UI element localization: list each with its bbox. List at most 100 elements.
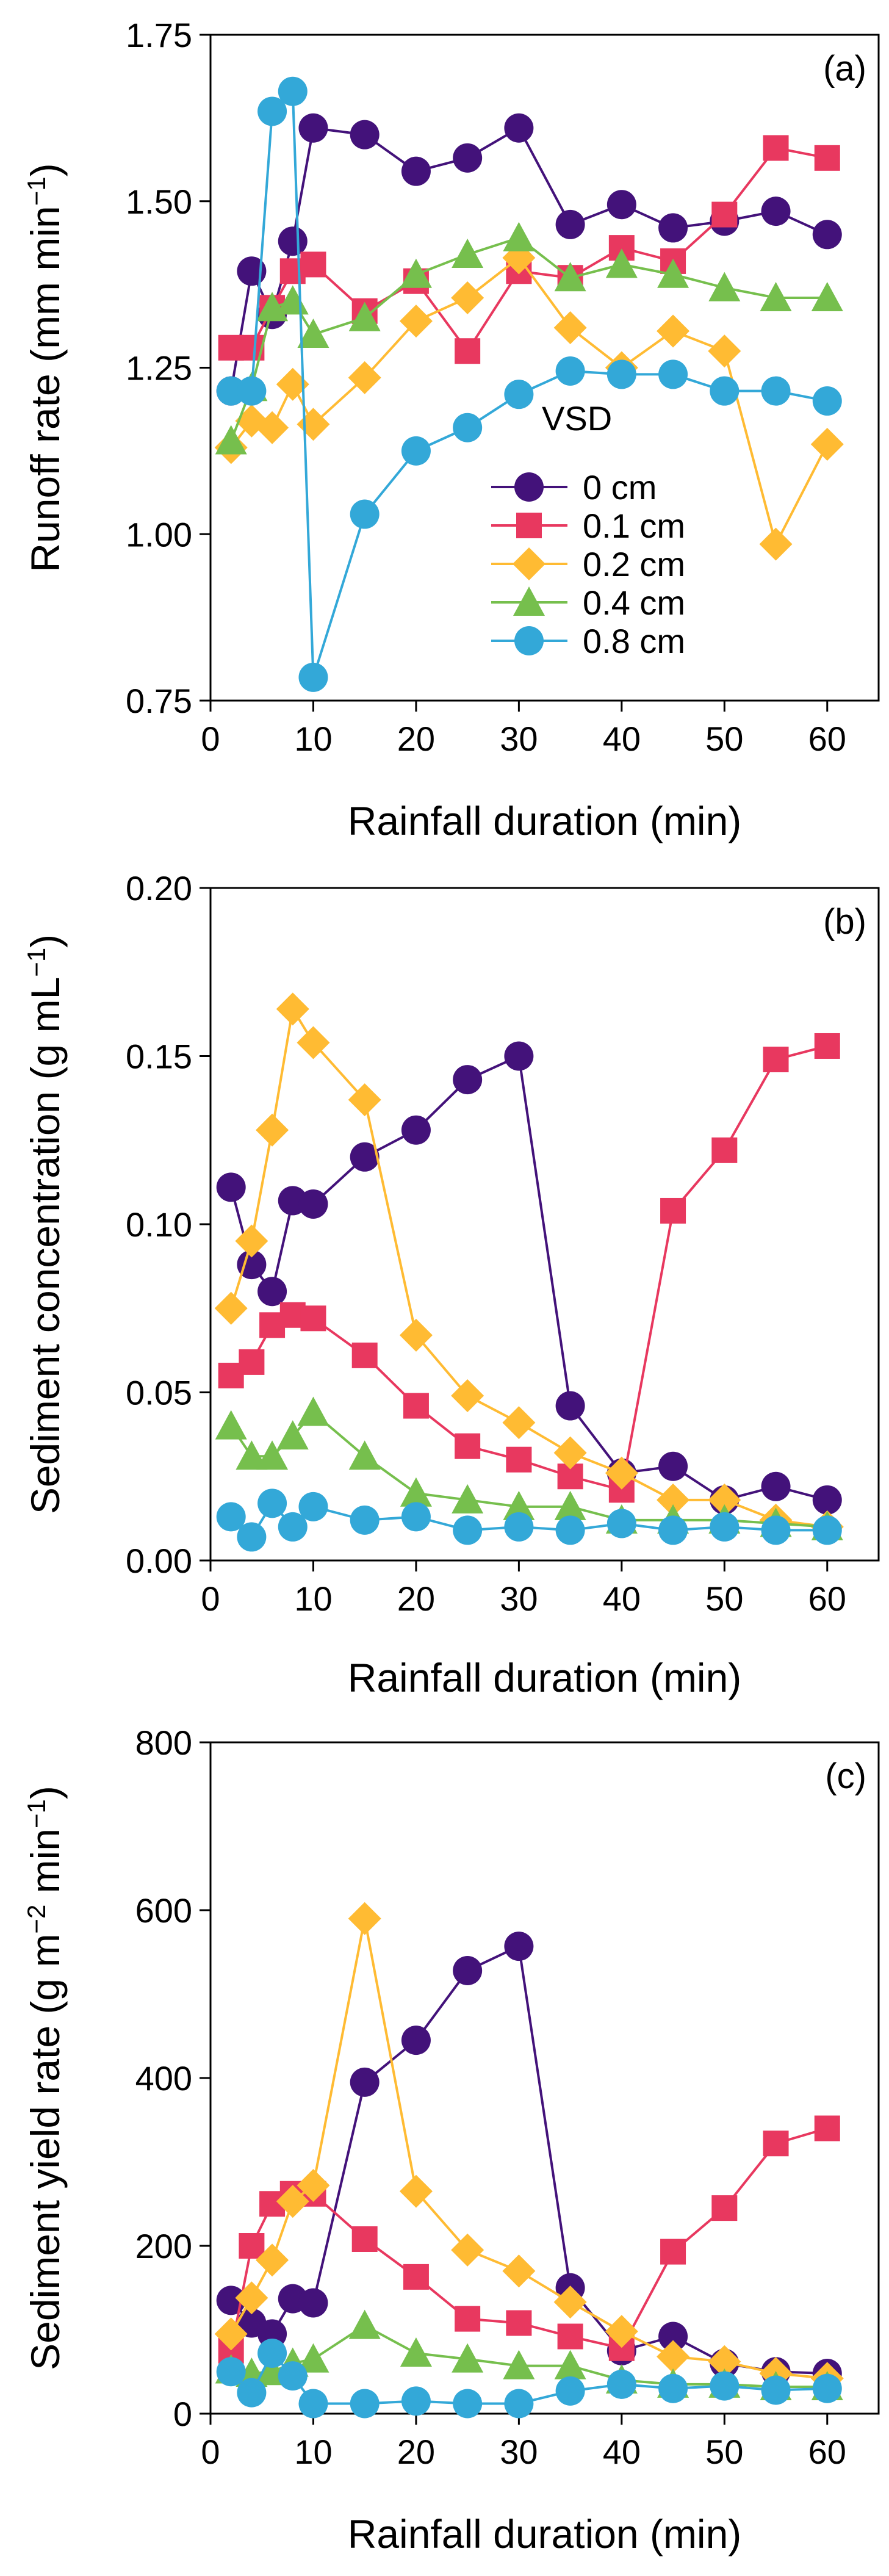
data-point: [401, 156, 431, 186]
y-tick-label: 0.75: [126, 682, 192, 720]
data-point: [453, 413, 483, 442]
data-point: [761, 197, 791, 226]
data-point: [278, 1512, 308, 1542]
data-point: [660, 2239, 686, 2265]
legend-marker: [514, 472, 544, 502]
data-point: [297, 2169, 330, 2202]
data-point: [298, 2389, 328, 2419]
data-point: [403, 1393, 429, 1419]
data-point: [351, 2226, 378, 2252]
data-point: [348, 301, 381, 331]
data-point: [216, 376, 246, 406]
data-point: [348, 2309, 381, 2339]
data-point: [256, 411, 289, 444]
data-point: [348, 361, 381, 394]
data-point: [452, 239, 484, 269]
data-point: [812, 1485, 842, 1515]
data-point: [711, 2195, 738, 2221]
legend-marker: [513, 586, 545, 616]
chart-panel-a: 0 10 20 30 40 50 60 0.75 1.00 1.25 1.50 1.75 (a) Rain…: [22, 16, 880, 843]
legend-marker: [513, 547, 545, 580]
data-point: [400, 2337, 432, 2367]
x-axis-title: Rainfall duration (min): [348, 2511, 742, 2556]
data-point: [451, 281, 484, 314]
y-axis-title: Sediment yield rate (g m−2 min−1): [22, 1786, 68, 2370]
data-point: [814, 2115, 840, 2141]
data-point: [451, 2233, 484, 2267]
y-tick-label: 600: [135, 1891, 192, 1930]
data-point: [761, 1515, 791, 1545]
data-point: [276, 367, 309, 401]
panel-label: (b): [823, 902, 866, 942]
data-point: [215, 425, 247, 455]
x-tick-label: 20: [397, 720, 435, 758]
legend-marker: [514, 626, 544, 655]
data-point: [399, 305, 433, 338]
x-tick-label: 30: [500, 1579, 538, 1618]
series-0-8-cm: [216, 1488, 842, 1552]
data-point: [256, 1440, 289, 1470]
data-point: [708, 2345, 741, 2378]
y-tick-label: 400: [135, 2059, 192, 2098]
data-point: [606, 190, 636, 220]
data-point: [810, 427, 844, 461]
data-point: [761, 1471, 791, 1501]
y-tick-label: 0.20: [126, 869, 192, 907]
x-tick-label: 10: [294, 720, 332, 758]
data-point: [256, 1113, 289, 1147]
y-tick-label: 0.15: [126, 1037, 192, 1076]
data-point: [555, 356, 585, 386]
series-0-2-cm: [214, 1902, 844, 2395]
data-point: [276, 992, 309, 1026]
data-point: [455, 1433, 481, 1459]
data-point: [235, 2281, 268, 2315]
data-point: [239, 2233, 265, 2259]
y-axis-title: Sediment concentration (g mL−1): [22, 934, 68, 1514]
data-point: [216, 2357, 246, 2387]
data-point: [350, 1142, 380, 1172]
data-point: [554, 1490, 586, 1520]
data-point: [300, 251, 326, 278]
panel-label: (c): [825, 1756, 866, 1796]
x-tick-label: 20: [397, 1579, 435, 1618]
data-point: [658, 1451, 688, 1481]
data-point: [657, 2340, 690, 2373]
series-0-8-cm: [216, 76, 842, 692]
data-point: [257, 1277, 287, 1307]
series-line: [229, 1054, 828, 1501]
y-axis-title: Runoff rate (mm min−1): [22, 163, 68, 572]
data-point: [452, 2343, 484, 2373]
data-point: [504, 1041, 534, 1071]
data-point: [658, 213, 688, 243]
x-tick-label: 0: [201, 720, 220, 758]
x-tick-label: 40: [603, 2433, 641, 2471]
data-point: [814, 145, 840, 171]
data-point: [403, 2264, 429, 2290]
x-tick-label: 40: [603, 720, 641, 758]
data-point: [256, 2243, 289, 2277]
data-point: [761, 2375, 791, 2405]
data-point: [276, 1420, 309, 1450]
data-point: [278, 76, 308, 106]
data-point: [235, 1224, 268, 1258]
data-point: [710, 1512, 740, 1542]
series-0-cm: [216, 1041, 842, 1515]
data-point: [504, 2389, 534, 2419]
data-point: [502, 1406, 536, 1440]
data-point: [236, 1440, 268, 1470]
data-point: [502, 2254, 536, 2288]
legend-label: 0.2 cm: [583, 545, 685, 583]
data-point: [504, 380, 534, 409]
data-point: [555, 1391, 585, 1421]
data-point: [605, 248, 638, 278]
chart-panel-b: 0 10 20 30 40 50 60 0.00 0.05 0.10 0.15 0.20 (b) Rain…: [22, 869, 880, 1700]
data-point: [348, 1902, 381, 1935]
data-point: [257, 96, 287, 126]
data-point: [451, 1379, 484, 1413]
series-0-1-cm: [218, 2115, 840, 2364]
x-tick-label: 50: [705, 1579, 743, 1618]
data-point: [399, 2174, 433, 2208]
y-tick-label: 0.10: [126, 1205, 192, 1244]
legend-label: 0 cm: [583, 468, 657, 507]
data-point: [278, 2361, 308, 2391]
